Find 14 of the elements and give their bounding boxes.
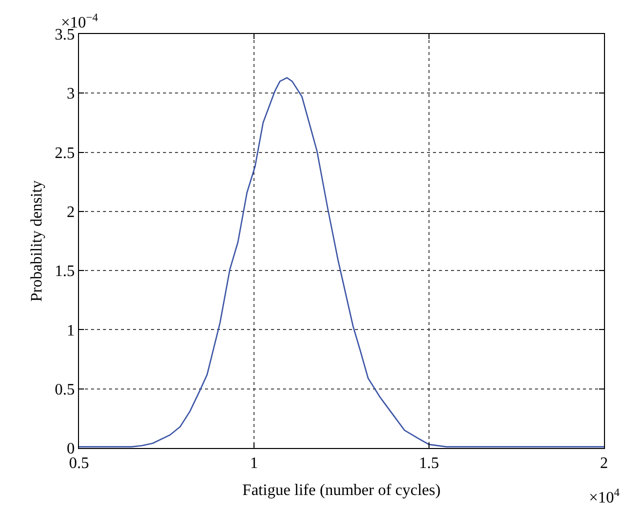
- x-tick-label: 2: [600, 455, 608, 472]
- y-tick-label: 1.5: [54, 263, 75, 280]
- y-tick-label: 2.5: [54, 144, 75, 162]
- y-tick-label: 1: [66, 322, 75, 340]
- y-tick-label: 2: [66, 204, 75, 222]
- x-tick-label: 1.5: [419, 455, 439, 472]
- x-axis-title: Fatigue life (number of cycles): [242, 482, 441, 499]
- line-series: [79, 77, 604, 448]
- y-tick-label: 0: [66, 440, 75, 458]
- text: ×10$^{4}$: [589, 487, 620, 507]
- y-axis-title: Probability density: [28, 180, 46, 302]
- y-tick-label: 3: [66, 86, 75, 103]
- y-tick-label: 0.5: [54, 381, 75, 398]
- x-tick-label: 1: [250, 455, 258, 472]
